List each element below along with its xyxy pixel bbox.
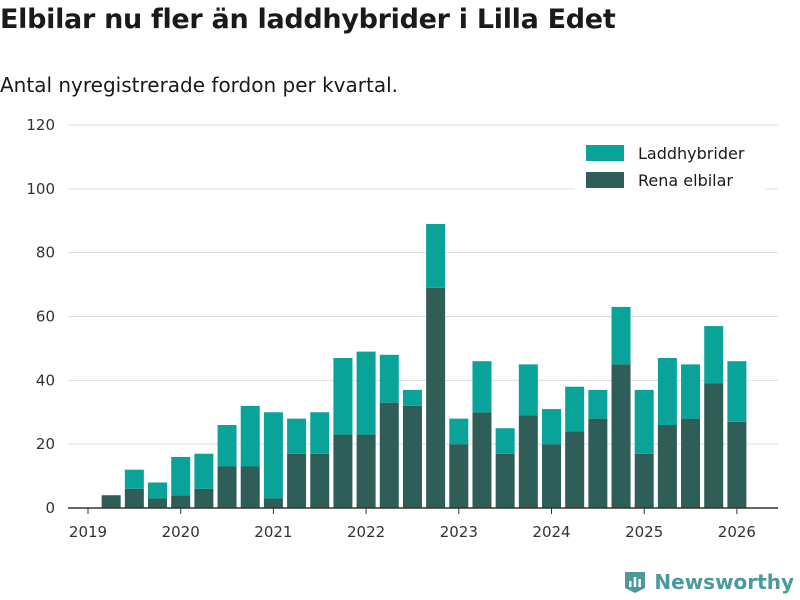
bar-rena-elbilar[interactable] xyxy=(333,434,353,508)
chart-subtitle: Antal nyregistrerade fordon per kvartal. xyxy=(0,73,399,97)
bar-rena-elbilar[interactable] xyxy=(194,488,214,508)
bar-rena-elbilar[interactable] xyxy=(148,498,168,508)
legend-swatch xyxy=(586,145,624,161)
legend-label: Rena elbilar xyxy=(638,171,733,190)
bar-rena-elbilar[interactable] xyxy=(542,444,561,508)
bar-laddhybrider[interactable] xyxy=(148,482,168,499)
x-tick-label: 2022 xyxy=(347,523,385,541)
bar-laddhybrider[interactable] xyxy=(449,418,469,445)
bar-laddhybrider[interactable] xyxy=(542,409,561,445)
bar-rena-elbilar[interactable] xyxy=(263,498,283,508)
bar-laddhybrider[interactable] xyxy=(518,364,538,416)
bar-rena-elbilar[interactable] xyxy=(565,431,585,508)
x-tick-label: 2024 xyxy=(532,523,570,541)
bar-laddhybrider[interactable] xyxy=(634,389,654,454)
bar-laddhybrider[interactable] xyxy=(402,389,422,406)
bar-rena-elbilar[interactable] xyxy=(426,287,446,508)
bar-rena-elbilar[interactable] xyxy=(124,488,144,508)
x-tick-label: 2020 xyxy=(162,523,200,541)
y-tick-label: 20 xyxy=(36,435,55,453)
y-tick-label: 100 xyxy=(26,180,55,198)
y-tick-label: 60 xyxy=(36,308,55,326)
bar-rena-elbilar[interactable] xyxy=(379,402,399,508)
brand-name: Newsworthy xyxy=(654,570,794,594)
bar-laddhybrider[interactable] xyxy=(727,361,747,422)
bar-rena-elbilar[interactable] xyxy=(518,415,538,508)
bar-laddhybrider[interactable] xyxy=(171,456,191,496)
bar-rena-elbilar[interactable] xyxy=(472,412,492,508)
bar-laddhybrider[interactable] xyxy=(565,386,585,432)
x-tick-label: 2021 xyxy=(254,523,292,541)
bar-laddhybrider[interactable] xyxy=(287,418,307,454)
bar-rena-elbilar[interactable] xyxy=(588,418,608,508)
bar-laddhybrider[interactable] xyxy=(611,306,631,365)
bar-laddhybrider[interactable] xyxy=(426,223,446,288)
brand-logo: Newsworthy xyxy=(622,569,794,595)
bar-rena-elbilar[interactable] xyxy=(611,364,631,508)
bar-laddhybrider[interactable] xyxy=(194,453,214,489)
y-tick-label: 80 xyxy=(36,244,55,262)
bar-laddhybrider[interactable] xyxy=(704,326,724,384)
bar-laddhybrider[interactable] xyxy=(379,354,399,403)
bar-rena-elbilar[interactable] xyxy=(217,466,237,508)
y-tick-label: 40 xyxy=(36,371,55,389)
bar-rena-elbilar[interactable] xyxy=(449,444,469,508)
legend-swatch xyxy=(586,172,624,188)
bar-rena-elbilar[interactable] xyxy=(402,405,422,508)
newsworthy-logo-icon xyxy=(625,572,646,593)
bar-rena-elbilar[interactable] xyxy=(356,434,376,508)
y-tick-label: 0 xyxy=(45,499,55,517)
y-tick-label: 120 xyxy=(26,116,55,134)
x-tick-label: 2023 xyxy=(440,523,478,541)
x-tick-label: 2019 xyxy=(69,523,107,541)
bar-rena-elbilar[interactable] xyxy=(101,495,121,508)
bar-rena-elbilar[interactable] xyxy=(681,418,701,508)
bar-laddhybrider[interactable] xyxy=(310,412,330,454)
bar-laddhybrider[interactable] xyxy=(217,425,237,467)
bar-laddhybrider[interactable] xyxy=(681,364,701,419)
bar-rena-elbilar[interactable] xyxy=(171,495,191,508)
bar-laddhybrider[interactable] xyxy=(333,357,353,435)
x-tick-label: 2026 xyxy=(718,523,756,541)
bar-laddhybrider[interactable] xyxy=(472,361,492,413)
bar-laddhybrider[interactable] xyxy=(495,428,515,454)
bar-laddhybrider[interactable] xyxy=(588,389,608,419)
bar-laddhybrider[interactable] xyxy=(240,405,260,467)
bar-laddhybrider[interactable] xyxy=(356,351,376,435)
bar-rena-elbilar[interactable] xyxy=(704,383,724,508)
bar-rena-elbilar[interactable] xyxy=(240,466,260,508)
bar-laddhybrider[interactable] xyxy=(124,469,144,489)
bar-laddhybrider[interactable] xyxy=(263,412,283,499)
bar-rena-elbilar[interactable] xyxy=(657,425,677,508)
bar-laddhybrider[interactable] xyxy=(657,357,677,426)
x-tick-label: 2025 xyxy=(625,523,663,541)
bar-rena-elbilar[interactable] xyxy=(727,421,747,508)
bar-rena-elbilar[interactable] xyxy=(287,453,307,508)
bar-rena-elbilar[interactable] xyxy=(634,453,654,508)
bar-rena-elbilar[interactable] xyxy=(495,453,515,508)
bar-rena-elbilar[interactable] xyxy=(310,453,330,508)
legend-label: Laddhybrider xyxy=(638,144,745,163)
chart-title: Elbilar nu fler än laddhybrider i Lilla … xyxy=(0,4,616,35)
